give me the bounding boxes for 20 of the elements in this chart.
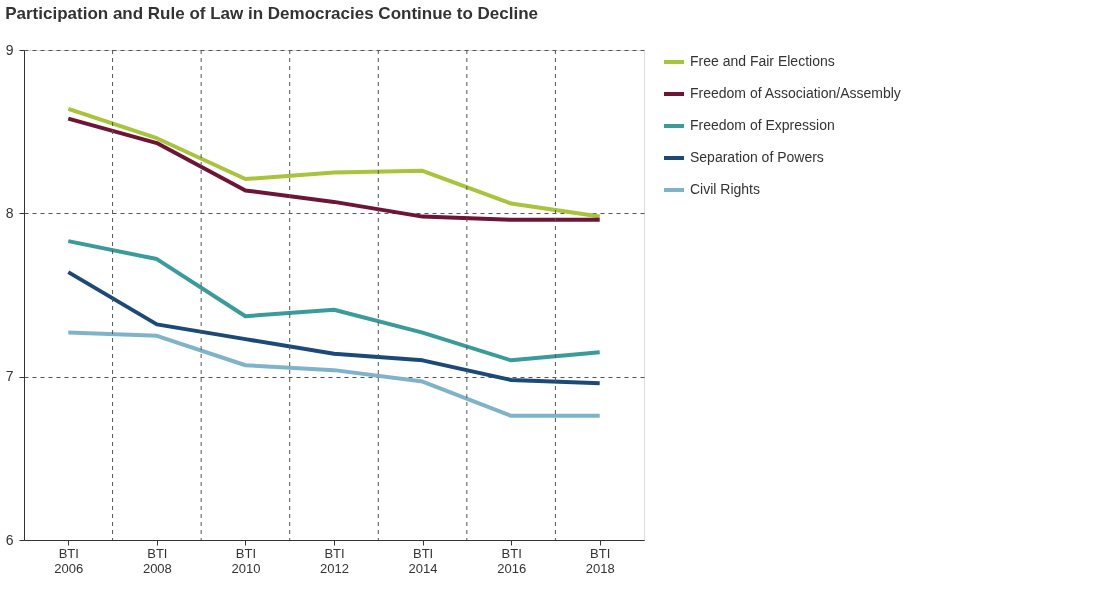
x-tick-label: BTI 2012 — [320, 545, 349, 576]
x-tick-label: BTI 2006 — [54, 545, 84, 576]
legend-label: Separation of Powers — [690, 149, 824, 165]
x-tick-label: BTI 2010 — [231, 545, 261, 576]
legend-label: Free and Fair Elections — [690, 53, 835, 69]
x-tick-label: BTI 2014 — [408, 545, 438, 576]
line-series — [66, 270, 602, 386]
y-tick-label: 9 — [5, 41, 14, 58]
y-tick-label: 8 — [5, 204, 14, 221]
legend-label: Civil Rights — [690, 181, 761, 197]
legend-label: Freedom of Association/Assembly — [690, 85, 901, 101]
y-tick-label: 7 — [5, 368, 14, 385]
x-tick-label: BTI 2018 — [585, 545, 615, 576]
legend-label: Freedom of Expression — [690, 117, 835, 133]
line-series — [66, 330, 602, 418]
x-tick-label: BTI 2016 — [497, 545, 527, 576]
line-series — [66, 239, 602, 363]
chart-title: Participation and Rule of Law in Democracies Continue to Decline — [5, 4, 538, 23]
y-tick-label: 6 — [5, 531, 14, 548]
x-tick-label: BTI 2008 — [142, 545, 172, 576]
